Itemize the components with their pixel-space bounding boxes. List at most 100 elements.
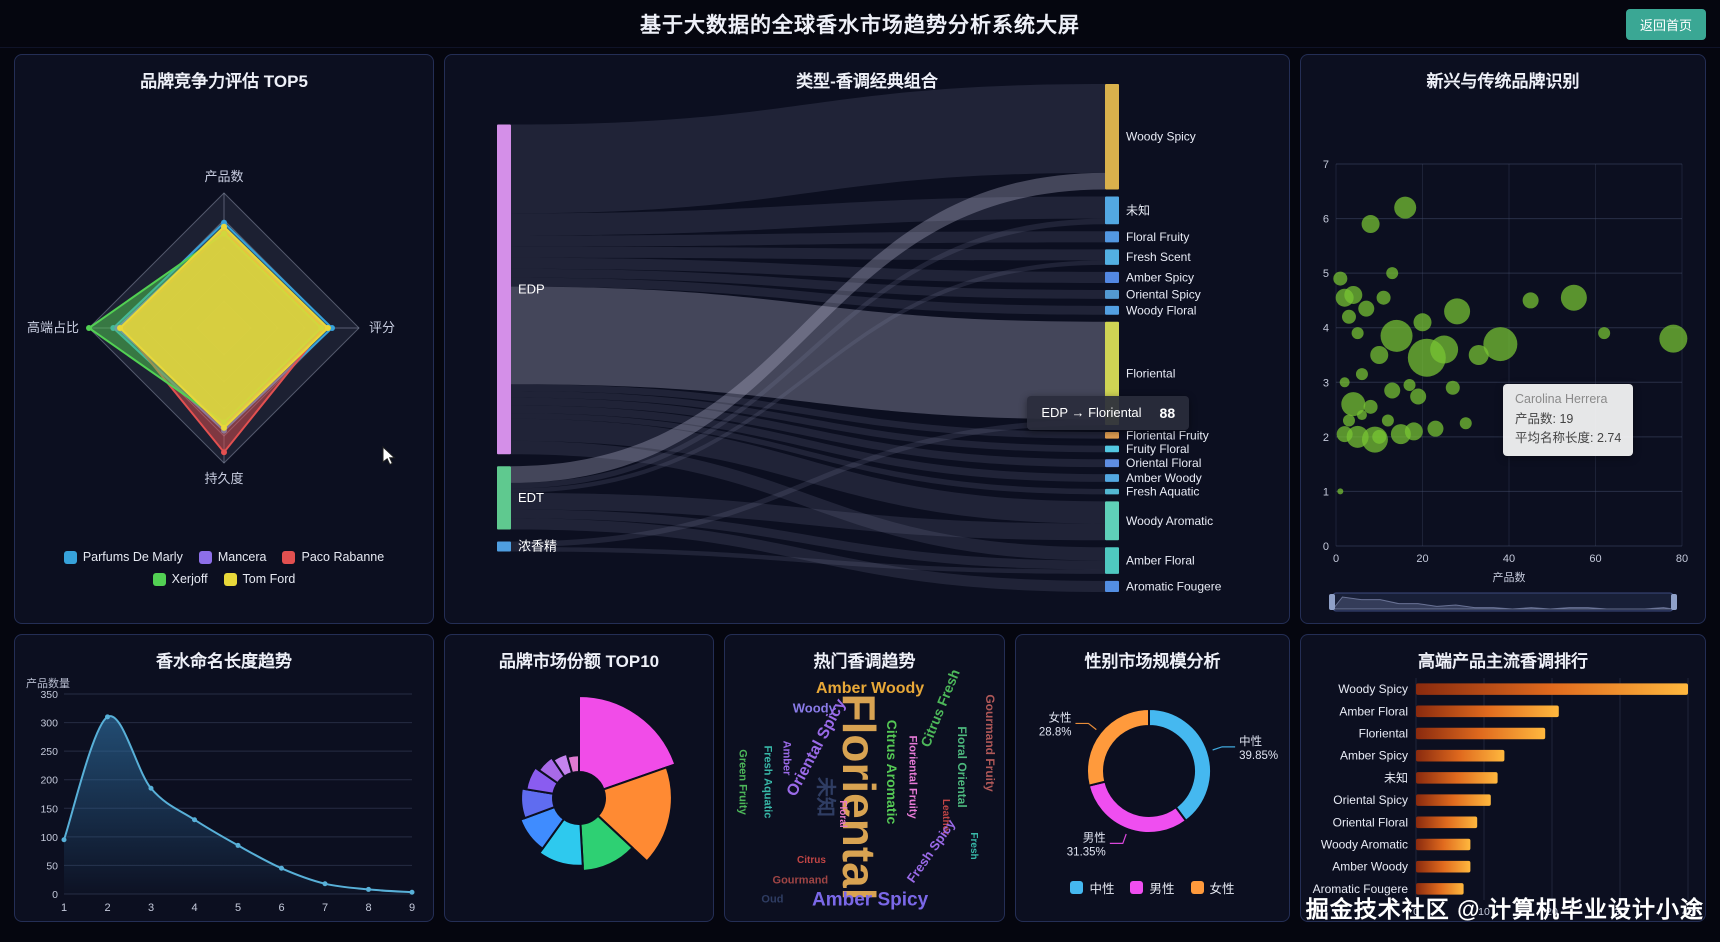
legend-label: Tom Ford xyxy=(242,572,296,586)
svg-text:Fresh Scent: Fresh Scent xyxy=(1126,250,1191,264)
sankey-tooltip-text: EDP → Floriental xyxy=(1041,405,1142,421)
wordcloud-word[interactable]: Floral xyxy=(837,800,849,828)
legend-item[interactable]: 男性 xyxy=(1130,878,1175,897)
panel-bubble-title: 新兴与传统品牌识别 xyxy=(1426,72,1580,91)
svg-text:5: 5 xyxy=(1323,268,1329,280)
panel-donut-title: 性别市场规模分析 xyxy=(1084,652,1221,671)
data-zoom-slider[interactable] xyxy=(1301,592,1705,612)
donut-legend: 中性 男性 女性 xyxy=(1016,876,1289,899)
area-chart[interactable]: 0 50 100 150 200 250 300 350 1 2 3 4 5 6 7 8 9 产品数量 xyxy=(15,674,433,918)
donut-chart[interactable]: 中性 39.85% 男性 31.35% 女性 28.8% xyxy=(1016,674,1289,876)
panel-hbar: 高端产品主流香调排行 0 10 20 30 40 Woody Spicy Amber Flo… xyxy=(1300,634,1706,922)
horizontal-bar-chart[interactable]: 0 10 20 30 40 Woody Spicy Amber Floral Florient… xyxy=(1301,674,1705,921)
svg-text:40: 40 xyxy=(1503,553,1515,565)
svg-text:0: 0 xyxy=(52,889,58,901)
legend-marker-icon xyxy=(1130,881,1144,894)
svg-text:1: 1 xyxy=(61,902,67,914)
svg-text:Amber Floral: Amber Floral xyxy=(1126,554,1195,568)
svg-text:100: 100 xyxy=(40,832,58,844)
wordcloud-word[interactable]: Floral Oriental xyxy=(955,726,970,809)
wordcloud-word[interactable]: Citrus Aromatic xyxy=(884,720,901,825)
panel-wordcloud-title: 热门香调趋势 xyxy=(813,652,916,671)
legend-item[interactable]: 中性 xyxy=(1070,878,1114,897)
svg-text:Aromatic Fougere: Aromatic Fougere xyxy=(1126,579,1222,593)
svg-text:3: 3 xyxy=(1323,377,1329,389)
wordcloud-word[interactable]: Fresh Spicy xyxy=(904,816,959,886)
wordcloud-word[interactable]: Woody xyxy=(792,700,836,716)
wordcloud-word[interactable]: Floriental Fruity xyxy=(906,735,919,819)
svg-text:4: 4 xyxy=(1323,323,1329,335)
legend-label: Paco Rabanne xyxy=(301,550,385,564)
panel-wordcloud: 热门香调趋势 Amber Woody Woody Citrus Fresh Orien… xyxy=(724,634,1005,922)
bubble-chart[interactable]: 0 1 2 3 4 5 6 7 0 20 40 60 80 产品数 xyxy=(1301,150,1705,588)
svg-text:Oriental Floral: Oriental Floral xyxy=(1126,456,1201,470)
legend-label: Xerjoff xyxy=(171,572,208,586)
svg-text:产品数: 产品数 xyxy=(204,169,243,184)
svg-text:5: 5 xyxy=(235,902,241,914)
svg-text:未知: 未知 xyxy=(1384,771,1408,785)
svg-text:7: 7 xyxy=(322,902,328,914)
svg-text:2: 2 xyxy=(104,902,110,914)
panel-area-title: 香水命名长度趋势 xyxy=(156,652,292,671)
panel-sankey: 类型-香调经典组合 EDP EDT 浓香精 Woody Spicy 未知 Floral F… xyxy=(444,54,1290,624)
legend-marker-icon xyxy=(152,572,166,586)
wordcloud-word[interactable]: Gourmand xyxy=(772,874,829,887)
wordcloud-word[interactable]: Fresh Aquatic xyxy=(761,745,774,819)
svg-text:9: 9 xyxy=(409,902,415,914)
legend-marker-icon xyxy=(63,550,77,564)
legend-item[interactable]: Tom Ford xyxy=(223,572,296,586)
wordcloud-word[interactable]: Citrus xyxy=(797,854,826,866)
svg-text:7: 7 xyxy=(1323,159,1329,171)
wordcloud-word[interactable]: Gourmand Fruity xyxy=(983,694,998,792)
svg-text:10: 10 xyxy=(1478,906,1490,918)
page-title: 基于大数据的全球香水市场趋势分析系统大屏 xyxy=(640,13,1080,37)
watermark: 掘金技术社区 @ 计算机毕业设计小途 xyxy=(1305,896,1704,922)
radar-chart[interactable]: 产品数 评分 持久度 高端占比 xyxy=(15,116,433,548)
legend-marker-icon xyxy=(198,550,212,564)
svg-text:Fruity Floral: Fruity Floral xyxy=(1126,442,1189,456)
sankey-chart[interactable]: EDP EDT 浓香精 Woody Spicy 未知 Floral Fruity Fresh… xyxy=(445,78,1289,598)
svg-text:Amber Spicy: Amber Spicy xyxy=(1126,270,1194,284)
panel-bubble: 新兴与传统品牌识别 0 1 2 3 4 5 6 7 0 20 40 60 80 产品数 Carolina … xyxy=(1300,54,1706,624)
svg-text:Woody Aromatic: Woody Aromatic xyxy=(1321,838,1408,852)
bubble-tooltip-title: Carolina Herrera xyxy=(1515,392,1608,407)
svg-text:Oriental Floral: Oriental Floral xyxy=(1333,815,1408,829)
wordcloud-word[interactable]: Fresh xyxy=(968,832,980,860)
svg-text:Floriental Fruity: Floriental Fruity xyxy=(1126,428,1209,442)
svg-text:50: 50 xyxy=(46,860,58,872)
wordcloud-chart[interactable]: Amber Woody Woody Citrus Fresh Oriental Spi… xyxy=(725,667,1004,920)
wordcloud-word[interactable]: Oud xyxy=(761,893,784,906)
bubble-tooltip-line2: 平均名称长度: 2.74 xyxy=(1515,431,1622,446)
svg-text:Floral Fruity: Floral Fruity xyxy=(1126,230,1189,244)
panel-radar: 品牌竞争力评估 TOP5 产品数 评分 持久度 高端占比 Parfums De Mar… xyxy=(14,54,434,624)
legend-item[interactable]: 女性 xyxy=(1190,878,1235,897)
legend-item[interactable]: Paco Rabanne xyxy=(282,550,384,564)
legend-item[interactable]: Xerjoff xyxy=(152,572,208,586)
wordcloud-word[interactable]: Amber xyxy=(780,740,793,776)
svg-text:20: 20 xyxy=(1546,906,1558,918)
sankey-tooltip-value: 88 xyxy=(1159,404,1176,421)
dashboard-grid: 品牌竞争力评估 TOP5 产品数 评分 持久度 高端占比 Parfums De Mar… xyxy=(0,48,1720,922)
svg-text:300: 300 xyxy=(40,718,58,730)
legend-item[interactable]: Parfums De Marly xyxy=(63,550,183,564)
svg-text:0: 0 xyxy=(1413,906,1419,918)
wordcloud-word[interactable]: 未知 xyxy=(814,777,837,817)
svg-text:持久度: 持久度 xyxy=(204,471,243,486)
wordcloud-word[interactable]: Amber Woody xyxy=(816,679,925,697)
panel-sankey-title: 类型-香调经典组合 xyxy=(796,72,938,91)
svg-text:200: 200 xyxy=(40,775,58,787)
wordcloud-word[interactable]: Amber Spicy xyxy=(812,889,929,911)
svg-text:3: 3 xyxy=(148,902,154,914)
legend-label: Parfums De Marly xyxy=(82,550,183,564)
wordcloud-word[interactable]: Green Fruity xyxy=(736,749,749,815)
svg-text:6: 6 xyxy=(278,902,284,914)
wordcloud-word[interactable]: Floriental xyxy=(832,693,885,901)
panel-area: 香水命名长度趋势 0 50 100 150 200 250 300 350 1 2 3 4 5 6 7 8 9 产… xyxy=(14,634,434,922)
panel-hbar-title: 高端产品主流香调排行 xyxy=(1418,652,1588,671)
back-home-button[interactable]: 返回首页 xyxy=(1625,9,1706,40)
legend-item[interactable]: Mancera xyxy=(198,550,266,564)
rose-pie-chart[interactable] xyxy=(445,674,713,918)
